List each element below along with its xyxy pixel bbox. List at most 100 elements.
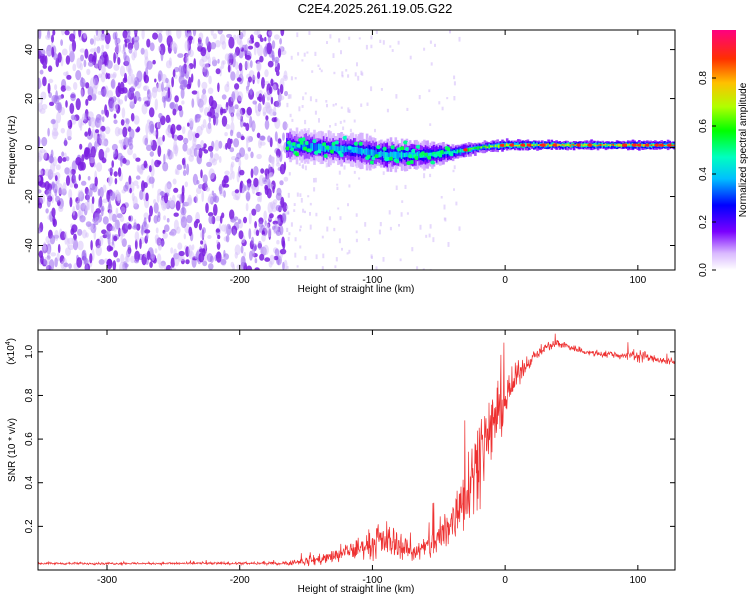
signal-blob [339, 153, 345, 158]
noise-speckle [355, 165, 358, 169]
y-tick-label: 0.4 [24, 475, 35, 489]
noise-speckle [430, 62, 433, 66]
noise-blob [206, 253, 213, 263]
noise-blob [148, 176, 155, 184]
noise-blob [75, 156, 82, 166]
noise-blob [132, 225, 138, 230]
noise-blob [196, 187, 202, 195]
noise-blob [229, 173, 233, 181]
signal-cell [485, 145, 488, 149]
noise-speckle [314, 51, 317, 56]
noise-blob [43, 260, 48, 266]
signal-cell [566, 143, 569, 146]
noise-speckle [346, 252, 349, 255]
signal-cell [474, 147, 477, 149]
noise-blob [259, 135, 266, 141]
noise-blob [156, 137, 161, 148]
noise-speckle [380, 88, 383, 91]
signal-cell [547, 143, 550, 145]
noise-speckle [429, 123, 432, 126]
noise-blob [61, 30, 65, 36]
noise-blob [87, 127, 92, 137]
noise-blob [141, 103, 148, 115]
noise-blob [254, 267, 260, 270]
noise-blob [84, 112, 87, 125]
noise-blob [77, 240, 84, 251]
noise-blob [83, 201, 90, 211]
noise-speckle [296, 32, 299, 38]
noise-blob [113, 113, 117, 119]
noise-blob [206, 161, 213, 167]
noise-blob [282, 261, 285, 270]
noise-speckle [358, 177, 361, 180]
noise-blob [243, 216, 247, 224]
noise-blob [117, 57, 121, 65]
signal-blob [291, 142, 297, 147]
noise-blob [69, 103, 75, 114]
noise-blob [47, 245, 51, 257]
signal-cell [289, 142, 292, 148]
signal-blob [430, 160, 436, 165]
noise-speckle [326, 226, 329, 232]
noise-blob [179, 84, 184, 90]
noise-blob [249, 60, 253, 69]
noise-blob [249, 250, 253, 261]
noise-blob [45, 236, 50, 244]
noise-speckle [341, 71, 344, 77]
noise-blob [163, 153, 166, 165]
noise-blob [208, 263, 214, 270]
noise-blob [224, 53, 230, 61]
noise-blob [186, 83, 192, 90]
noise-speckle [389, 45, 392, 48]
noise-blob [57, 243, 61, 254]
noise-blob [274, 248, 280, 256]
noise-blob [39, 182, 47, 188]
noise-blob [162, 232, 168, 239]
x-tick-label: 100 [629, 275, 646, 286]
signal-peak [552, 143, 559, 147]
noise-blob [244, 153, 249, 161]
noise-blob [79, 77, 86, 88]
noise-speckle [286, 123, 289, 128]
noise-blob [150, 123, 155, 134]
signal-cell [351, 146, 355, 153]
noise-blob [256, 30, 261, 38]
signal-cell [628, 143, 632, 146]
noise-blob [154, 98, 158, 111]
signal-cell [534, 144, 538, 146]
noise-speckle [296, 265, 299, 268]
noise-blob [260, 168, 265, 174]
signal-cell [456, 149, 460, 154]
noise-speckle [419, 224, 422, 230]
noise-blob [264, 36, 267, 42]
noise-speckle [340, 50, 342, 55]
noise-blob [209, 151, 214, 159]
noise-blob [233, 216, 239, 221]
signal-cell [364, 148, 367, 155]
noise-blob [98, 259, 105, 265]
noise-blob [232, 263, 235, 270]
signal-cell [361, 147, 364, 156]
colorbar-ticks: 0.0 0.2 0.4 0.6 0.8 [698, 71, 716, 277]
noise-blob [51, 127, 59, 140]
x-tick-label: -300 [97, 275, 117, 286]
noise-blob [80, 88, 84, 98]
noise-blob [267, 35, 271, 43]
noise-blob [247, 147, 251, 152]
noise-speckle [422, 268, 425, 270]
noise-blob [136, 126, 141, 132]
signal-cell [322, 145, 326, 152]
noise-blob [64, 137, 67, 147]
signal-cell [595, 144, 598, 147]
noise-blob [268, 108, 275, 116]
signal-cell [486, 146, 490, 149]
noise-speckle [382, 40, 385, 45]
noise-blob [272, 220, 279, 225]
noise-speckle [453, 96, 456, 101]
signal-cell [615, 144, 619, 146]
noise-blob [219, 215, 223, 224]
noise-blob [240, 135, 245, 141]
noise-blob [45, 208, 49, 214]
noise-blob [279, 95, 285, 101]
noise-blob [110, 78, 116, 89]
